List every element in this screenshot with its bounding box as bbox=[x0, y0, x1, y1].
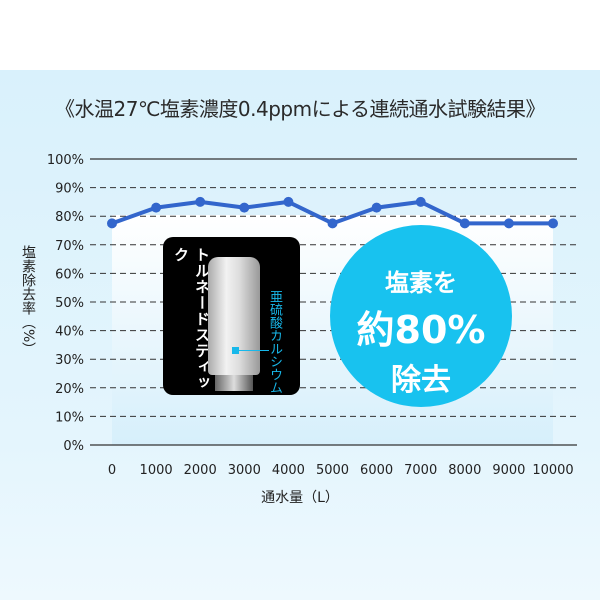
y-tick-label: 70% bbox=[55, 239, 84, 254]
data-point bbox=[459, 218, 470, 229]
y-tick-label: 90% bbox=[55, 182, 84, 197]
data-point bbox=[151, 202, 162, 213]
y-tick-label: 50% bbox=[55, 296, 84, 311]
data-point bbox=[503, 218, 514, 229]
x-tick-label: 2000 bbox=[184, 463, 217, 478]
y-axis-label: 塩素除去率（%） bbox=[20, 245, 36, 357]
data-point bbox=[415, 196, 426, 207]
x-tick-label: 7000 bbox=[404, 463, 437, 478]
badge-line3: 除去 bbox=[391, 363, 451, 398]
data-point bbox=[327, 218, 338, 229]
material-label: 亜硫酸カルシウム bbox=[267, 290, 282, 394]
product-image bbox=[208, 257, 260, 375]
x-tick-label: 10000 bbox=[532, 463, 573, 478]
data-point bbox=[283, 196, 294, 207]
x-axis-label: 通水量（L） bbox=[261, 490, 339, 506]
x-tick-label: 6000 bbox=[360, 463, 393, 478]
data-point bbox=[195, 196, 206, 207]
y-tick-label: 30% bbox=[55, 353, 84, 368]
x-tick-label: 1000 bbox=[140, 463, 173, 478]
product-image-cap bbox=[215, 375, 253, 391]
x-tick-label: 3000 bbox=[228, 463, 261, 478]
data-point bbox=[548, 218, 558, 229]
x-tick-label: 4000 bbox=[272, 463, 305, 478]
product-name: トルネードスティック bbox=[172, 247, 211, 391]
y-tick-label: 100% bbox=[47, 153, 84, 168]
data-point bbox=[239, 202, 250, 213]
chart-title: 《水温27℃塩素濃度0.4ppmによる連続通水試験結果》 bbox=[55, 97, 546, 121]
x-tick-label: 0 bbox=[108, 463, 116, 478]
y-tick-label: 80% bbox=[55, 210, 84, 225]
y-tick-label: 60% bbox=[55, 267, 84, 282]
y-tick-label: 20% bbox=[55, 382, 84, 397]
badge-circle: 塩素を 約80% 除去 bbox=[330, 225, 512, 407]
product-panel: トルネードスティック bbox=[163, 237, 300, 395]
material-marker bbox=[232, 347, 239, 354]
badge-line1: 塩素を bbox=[385, 269, 457, 297]
material-leader-line bbox=[239, 350, 269, 351]
x-tick-label: 9000 bbox=[492, 463, 525, 478]
x-tick-label: 8000 bbox=[448, 463, 481, 478]
x-tick-label: 5000 bbox=[316, 463, 349, 478]
y-tick-label: 0% bbox=[63, 439, 84, 454]
badge-line2: 約80% bbox=[356, 308, 486, 352]
y-tick-label: 40% bbox=[55, 325, 84, 340]
data-point bbox=[107, 218, 117, 229]
data-point bbox=[371, 202, 382, 213]
y-tick-label: 10% bbox=[55, 410, 84, 425]
